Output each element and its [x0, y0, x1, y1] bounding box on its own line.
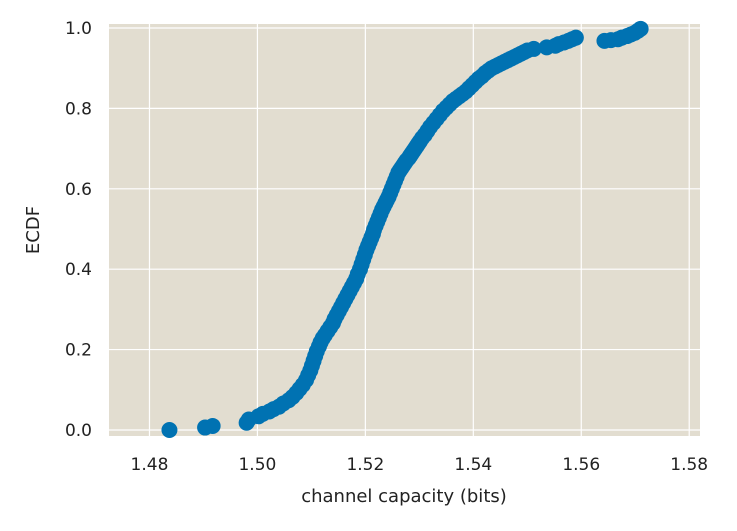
y-tick-label: 0.0: [65, 421, 92, 441]
x-axis-ticks: 1.48 1.50 1.52 1.54 1.56 1.58: [131, 455, 709, 475]
x-tick-label: 1.54: [454, 455, 492, 475]
data-point: [161, 421, 178, 438]
y-axis-title: ECDF: [23, 206, 44, 254]
y-tick-label: 0.6: [65, 180, 92, 200]
y-tick-label: 1.0: [65, 19, 92, 39]
data-points: [161, 20, 649, 438]
data-point: [525, 40, 542, 57]
y-tick-label: 0.2: [65, 341, 92, 361]
y-axis-ticks: 0.0 0.2 0.4 0.6 0.8 1.0: [65, 19, 92, 441]
x-tick-label: 1.48: [131, 455, 169, 475]
x-tick-label: 1.52: [346, 455, 384, 475]
data-point: [567, 29, 584, 46]
x-axis-title: channel capacity (bits): [301, 486, 507, 507]
data-point: [632, 20, 649, 37]
plot-background: [109, 24, 700, 436]
x-tick-label: 1.56: [562, 455, 600, 475]
x-tick-label: 1.58: [670, 455, 708, 475]
x-tick-label: 1.50: [238, 455, 276, 475]
y-tick-label: 0.4: [65, 260, 92, 280]
y-tick-label: 0.8: [65, 99, 92, 119]
data-point: [204, 417, 221, 434]
